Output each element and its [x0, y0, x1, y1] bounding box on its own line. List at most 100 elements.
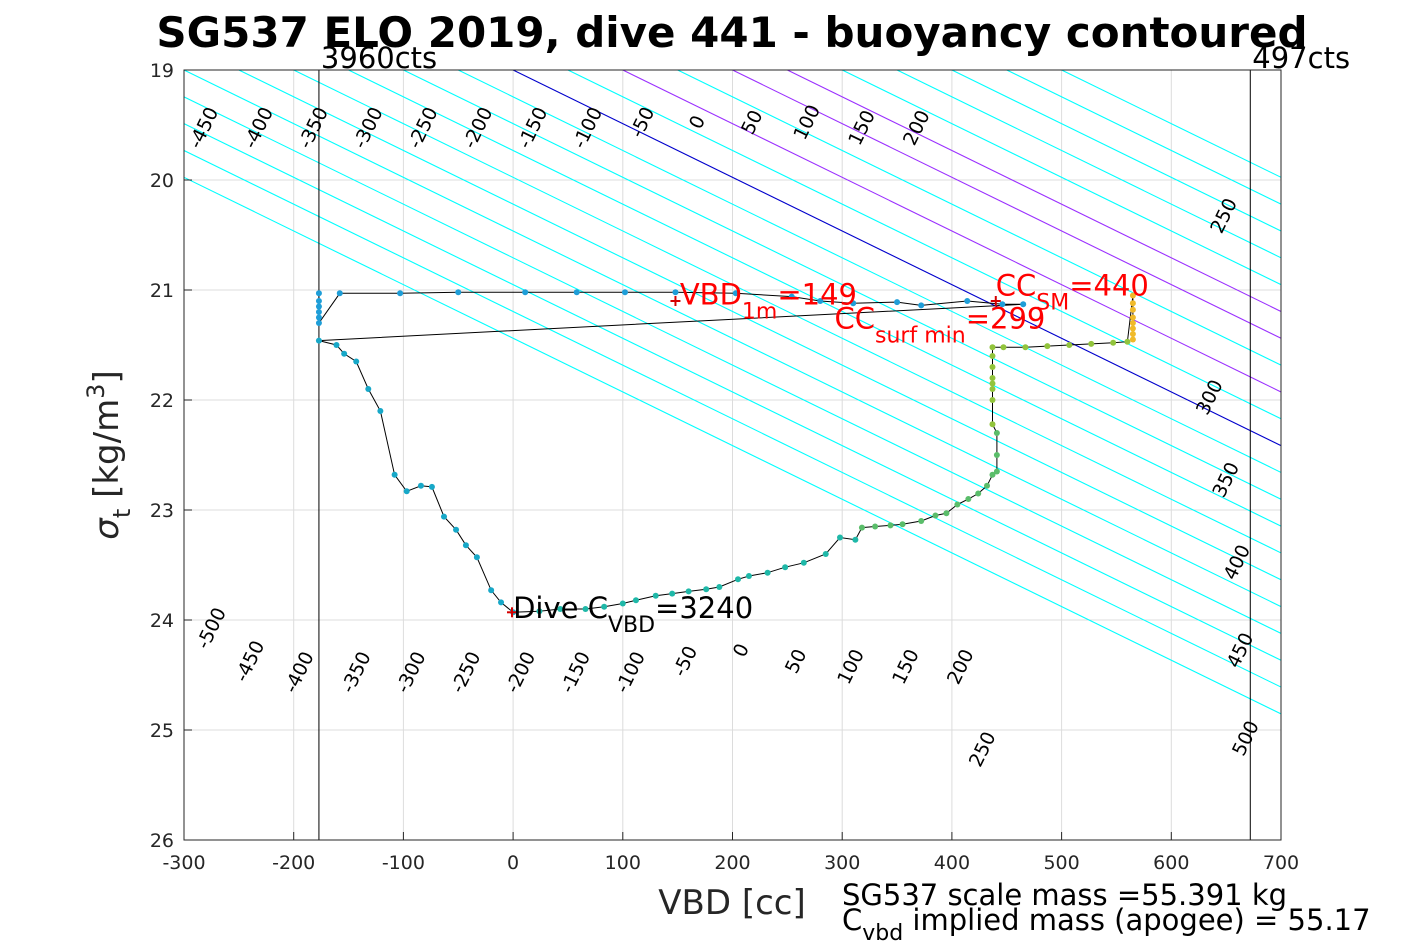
contour-label: -200 — [502, 648, 541, 696]
x-tick-label: 400 — [934, 852, 970, 874]
data-point — [932, 512, 939, 519]
data-point — [315, 320, 322, 326]
y-tick-label: 25 — [150, 720, 174, 742]
data-point — [573, 289, 580, 296]
contour-line — [512, 70, 1281, 447]
implied-mass-sub: vbd — [862, 921, 903, 945]
red-markers — [507, 296, 1001, 618]
data-point — [764, 569, 771, 576]
contour-line — [622, 70, 1281, 393]
contour-line — [567, 70, 1281, 420]
y-tick-label: 21 — [150, 280, 174, 302]
data-point — [975, 490, 982, 497]
y-label-unit: [kg/m — [87, 399, 127, 509]
data-points — [315, 289, 1136, 616]
contour-labels: -500-450 -400 -350 -300 -250 -200 -150 -100 -50 0… — [184, 101, 1263, 770]
annotation-base: CC — [835, 302, 876, 336]
contour-label: 100 — [833, 646, 869, 688]
contour-label: -300 — [349, 104, 388, 152]
contour-line — [787, 70, 1281, 313]
data-point — [365, 386, 372, 392]
data-point — [315, 309, 322, 315]
data-point — [417, 482, 424, 489]
data-point — [918, 302, 925, 309]
annotation-value: =299 — [966, 302, 1046, 336]
data-point — [473, 554, 480, 561]
data-point — [1129, 292, 1136, 299]
contour-label: -500 — [192, 604, 231, 652]
data-point — [745, 573, 752, 579]
annotation-base: Dive C — [513, 591, 608, 625]
data-point — [455, 289, 462, 296]
x-tick-label: 700 — [1263, 852, 1299, 874]
data-point — [894, 299, 901, 306]
data-point — [1129, 320, 1136, 326]
y-tick-label: 20 — [150, 170, 174, 192]
data-point — [989, 344, 996, 351]
contour-line — [184, 70, 1281, 608]
contour-label: 500 — [1228, 717, 1264, 759]
data-point — [557, 606, 564, 612]
data-point — [1020, 301, 1027, 308]
data-point — [984, 482, 991, 489]
data-point — [1000, 344, 1007, 351]
contour-label: -250 — [404, 104, 443, 152]
data-point — [989, 421, 996, 428]
contour-line — [184, 149, 1281, 688]
contour-label: -300 — [392, 648, 431, 696]
contour-label: -250 — [447, 648, 486, 696]
y-label-unit-end: ] — [87, 370, 127, 383]
contour-line — [732, 70, 1281, 339]
x-tick-label: 300 — [824, 852, 860, 874]
x-tick-label: 100 — [605, 852, 641, 874]
contour-label: 250 — [965, 728, 1001, 770]
data-point — [800, 559, 807, 566]
data-point — [788, 293, 795, 300]
y-label-sub: t — [108, 509, 136, 518]
contour-label: 50 — [781, 646, 811, 677]
data-point — [993, 452, 1000, 458]
y-ticks: 19 20 21 22 23 24 25 26 — [150, 60, 192, 852]
y-tick-label: 23 — [150, 500, 174, 522]
contour-label: -350 — [337, 648, 376, 696]
data-point — [315, 337, 322, 344]
x-tick-label: 500 — [1043, 852, 1079, 874]
data-point — [1044, 343, 1051, 350]
count-label: 497cts — [1252, 41, 1350, 75]
data-point — [669, 590, 676, 597]
annotation: CCSM=440 — [996, 269, 1149, 316]
annotation-sub: SM — [1036, 291, 1069, 316]
data-point — [582, 606, 589, 612]
annotation-base: VBD — [680, 277, 742, 311]
count-lines: 3960cts 497cts — [318, 41, 1350, 840]
contour-label: 450 — [1223, 629, 1259, 671]
annotation: VBD1m=149 — [680, 277, 857, 324]
annotation-base: CC — [996, 269, 1037, 303]
data-point — [989, 386, 996, 392]
contour-line — [184, 96, 1281, 635]
contour-line — [184, 123, 1281, 661]
data-point — [1129, 306, 1136, 313]
x-ticks: -300 -200 -100 0 100 200 300 400 500 600 700 — [162, 832, 1299, 874]
data-point — [536, 608, 543, 615]
data-point — [353, 358, 360, 365]
x-tick-label: 200 — [714, 852, 750, 874]
x-tick-label: -100 — [382, 852, 425, 874]
data-point — [989, 471, 996, 478]
contour-label: -400 — [280, 648, 319, 696]
data-point — [315, 303, 322, 310]
data-point — [989, 397, 996, 403]
data-point — [837, 534, 844, 541]
y-axis-label: σt [kg/m3] — [82, 370, 136, 539]
data-point — [315, 298, 322, 304]
data-point — [782, 564, 789, 571]
data-point — [453, 526, 460, 533]
contour-label: -200 — [459, 104, 498, 152]
data-point — [858, 524, 865, 531]
data-point — [377, 408, 384, 414]
data-point — [403, 488, 410, 495]
contour-label: -400 — [239, 104, 278, 152]
scale-mass-text: SG537 scale mass =55.391 kg — [842, 878, 1287, 912]
data-point — [918, 518, 925, 524]
